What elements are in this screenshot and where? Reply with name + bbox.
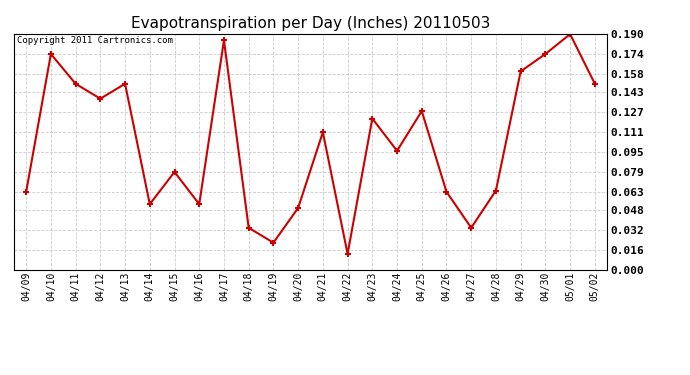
Title: Evapotranspiration per Day (Inches) 20110503: Evapotranspiration per Day (Inches) 2011… xyxy=(131,16,490,31)
Text: Copyright 2011 Cartronics.com: Copyright 2011 Cartronics.com xyxy=(17,36,172,45)
